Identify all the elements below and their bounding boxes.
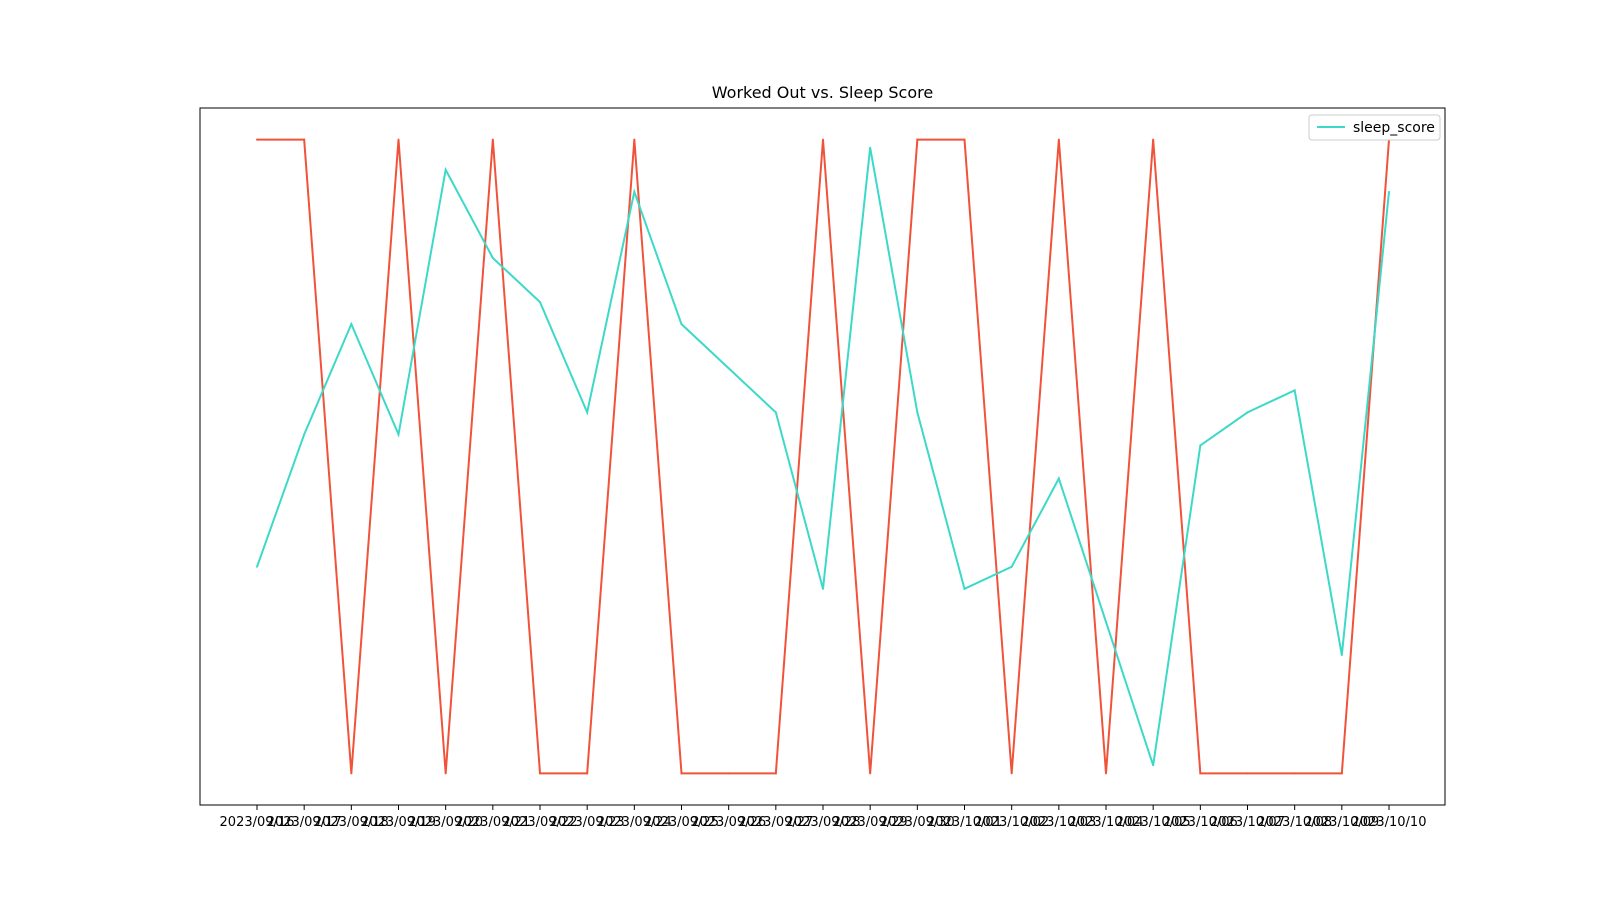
x-tick-label: 2023/09/22 <box>503 815 578 830</box>
series-line-sleep-score <box>256 147 1390 766</box>
x-tick-label: 2023/09/20 <box>408 815 483 830</box>
sleep-score-point-17 <box>1057 477 1060 480</box>
x-tick-label: 2023/09/16 <box>220 815 295 830</box>
worked-out-point-8 <box>633 138 636 141</box>
x-tick-label: 2023/10/06 <box>1163 815 1238 830</box>
sleep-score-point-24 <box>1388 190 1390 193</box>
series-sleep-score <box>256 146 1390 767</box>
worked-out-point-0 <box>256 138 258 141</box>
x-tick-label: 2023/10/08 <box>1257 815 1332 830</box>
x-tick-label: 2023/10/01 <box>927 815 1002 830</box>
worked-out-point-16 <box>1010 772 1013 775</box>
x-axis: 2023/09/162023/09/172023/09/182023/09/19… <box>220 805 1427 830</box>
sleep-score-point-14 <box>916 411 919 414</box>
legend: sleep_score <box>1308 114 1441 141</box>
x-tick-label: 2023/10/07 <box>1210 815 1285 830</box>
worked-out-point-21 <box>1246 772 1249 775</box>
worked-out-point-7 <box>586 772 589 775</box>
worked-out-point-1 <box>303 138 306 141</box>
x-tick-label: 2023/09/30 <box>880 815 955 830</box>
plot-frame <box>199 107 1446 806</box>
worked-out-point-19 <box>1152 138 1155 141</box>
x-tick-label: 2023/09/23 <box>550 815 625 830</box>
x-tick-label: 2023/10/02 <box>974 815 1049 830</box>
x-tick-label: 2023/09/18 <box>314 815 389 830</box>
worked-out-point-13 <box>869 772 872 775</box>
sleep-score-point-18 <box>1105 620 1107 623</box>
worked-out-point-12 <box>822 138 824 141</box>
x-tick-label: 2023/09/29 <box>833 815 908 830</box>
series-layer <box>256 138 1390 775</box>
legend-box <box>1308 114 1441 141</box>
sleep-score-point-4 <box>444 168 447 171</box>
sleep-score-point-13 <box>869 146 872 149</box>
sleep-score-point-23 <box>1340 654 1343 657</box>
sleep-score-point-8 <box>633 190 636 193</box>
sleep-score-point-16 <box>1010 565 1013 568</box>
worked-out-point-18 <box>1105 772 1107 775</box>
worked-out-point-14 <box>916 138 919 141</box>
sleep-score-point-3 <box>397 433 400 436</box>
worked-out-point-6 <box>539 772 541 775</box>
sleep-score-point-1 <box>303 433 306 436</box>
x-tick-label: 2023/10/09 <box>1304 815 1379 830</box>
worked-out-point-9 <box>680 772 683 775</box>
worked-out-point-2 <box>350 772 353 775</box>
sleep-score-point-7 <box>586 411 589 414</box>
x-tick-label: 2023/10/10 <box>1352 815 1427 830</box>
sleep-score-point-0 <box>256 565 258 568</box>
worked-out-point-23 <box>1340 772 1343 775</box>
worked-out-point-3 <box>397 138 400 141</box>
worked-out-point-5 <box>491 138 494 141</box>
sleep-score-point-21 <box>1246 411 1249 414</box>
sleep-score-point-19 <box>1152 764 1155 767</box>
sleep-score-point-15 <box>963 587 966 590</box>
sleep-score-point-11 <box>774 411 777 414</box>
sleep-score-point-20 <box>1199 444 1202 447</box>
legend-label-sleep-score: sleep_score <box>1353 120 1435 136</box>
x-tick-label: 2023/09/26 <box>691 815 766 830</box>
worked-out-point-11 <box>774 772 777 775</box>
series-worked-out <box>256 138 1390 775</box>
x-tick-label: 2023/09/27 <box>738 815 813 830</box>
sleep-score-point-12 <box>822 587 824 590</box>
x-tick-label: 2023/09/24 <box>597 815 672 830</box>
x-tick-label: 2023/09/19 <box>361 815 436 830</box>
sleep-score-point-9 <box>680 323 683 326</box>
x-tick-label: 2023/09/17 <box>267 815 342 830</box>
worked-out-point-4 <box>444 772 447 775</box>
worked-out-point-20 <box>1199 772 1202 775</box>
x-tick-label: 2023/09/25 <box>644 815 719 830</box>
sleep-score-point-2 <box>350 323 353 326</box>
x-tick-label: 2023/09/21 <box>455 815 530 830</box>
sleep-score-point-22 <box>1293 389 1296 392</box>
worked-out-point-15 <box>963 138 966 141</box>
sleep-score-point-10 <box>727 367 730 370</box>
x-tick-label: 2023/10/04 <box>1069 815 1144 830</box>
series-line-worked-out <box>257 138 1390 775</box>
sleep-score-point-5 <box>491 256 494 259</box>
worked-out-point-10 <box>727 772 730 775</box>
x-tick-label: 2023/10/05 <box>1116 815 1191 830</box>
x-tick-label: 2023/09/28 <box>786 815 861 830</box>
x-tick-label: 2023/10/03 <box>1021 815 1096 830</box>
worked-out-point-17 <box>1057 138 1060 141</box>
chart-title: Worked Out vs. Sleep Score <box>712 83 933 102</box>
sleep-score-point-6 <box>539 301 541 304</box>
worked-out-point-22 <box>1293 772 1296 775</box>
